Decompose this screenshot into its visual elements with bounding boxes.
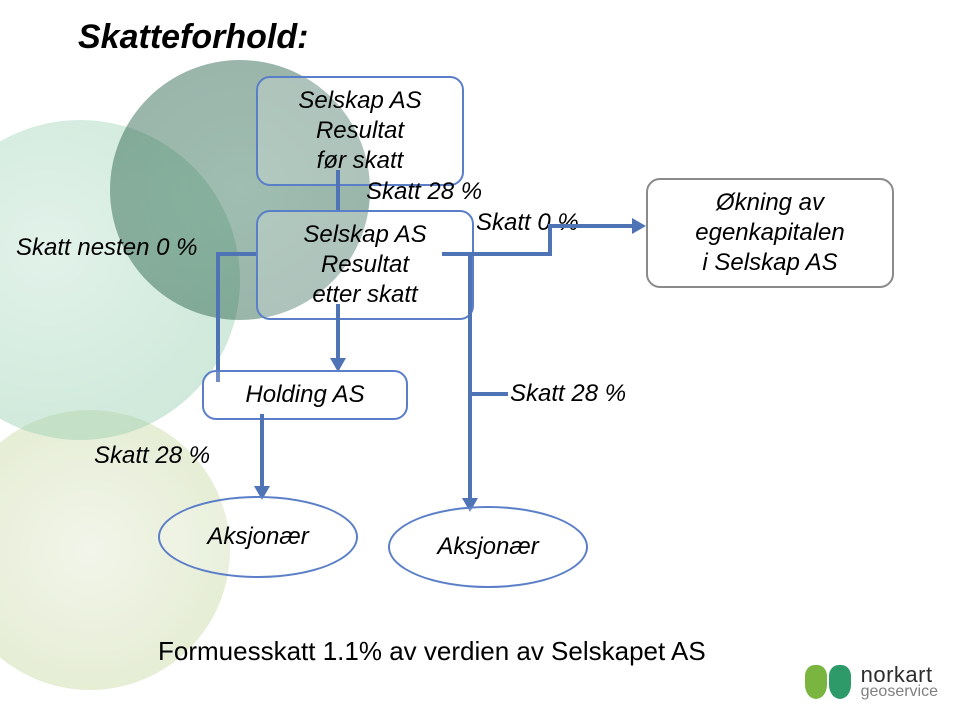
- label-skatt28-low: Skatt 28 %: [94, 442, 210, 470]
- connector: [548, 224, 552, 256]
- label-skatt-nesten0: Skatt nesten 0 %: [16, 234, 197, 262]
- connector: [548, 224, 634, 228]
- label-skatt28-top: Skatt 28 %: [366, 178, 482, 206]
- node-label: Holding AS: [245, 381, 364, 408]
- node-label: Selskap AS: [303, 221, 426, 248]
- connector: [336, 170, 340, 210]
- logo-mark-icon: [805, 665, 851, 699]
- connector: [216, 252, 256, 256]
- page-title: Skatteforhold:: [78, 18, 308, 57]
- node-selskap-for-skatt: Selskap AS Resultat før skatt: [256, 76, 464, 186]
- connector: [216, 252, 220, 382]
- connector: [260, 414, 264, 488]
- arrow-icon: [632, 218, 646, 234]
- node-label: før skatt: [317, 147, 404, 174]
- node-label: Aksjonær: [207, 523, 308, 551]
- node-label: Aksjonær: [437, 533, 538, 561]
- connector: [468, 256, 472, 500]
- node-label: Selskap AS: [298, 87, 421, 114]
- brand-logo: norkart geoservice: [805, 664, 938, 700]
- node-label: Resultat: [321, 251, 409, 278]
- slide-canvas: Skatteforhold: Selskap AS Resultat før s…: [0, 0, 960, 720]
- node-label: i Selskap AS: [702, 249, 837, 276]
- node-label: egenkapitalen: [695, 219, 844, 246]
- connector: [442, 252, 552, 256]
- node-selskap-etter-skatt: Selskap AS Resultat etter skatt: [256, 210, 474, 320]
- node-label: etter skatt: [312, 281, 417, 308]
- node-label: Resultat: [316, 117, 404, 144]
- node-egenkapital: Økning av egenkapitalen i Selskap AS: [646, 178, 894, 288]
- logo-text-2: geoservice: [861, 684, 938, 700]
- footer-text: Formuesskatt 1.1% av verdien av Selskape…: [158, 636, 706, 667]
- connector: [468, 392, 508, 396]
- node-holding: Holding AS: [202, 370, 408, 420]
- label-skatt0: Skatt 0 %: [476, 209, 579, 237]
- label-skatt28-mid: Skatt 28 %: [510, 380, 626, 408]
- node-aksjonaer-right: Aksjonær: [388, 506, 588, 588]
- connector: [336, 304, 340, 360]
- node-aksjonaer-left: Aksjonær: [158, 496, 358, 578]
- node-label: Økning av: [716, 189, 824, 216]
